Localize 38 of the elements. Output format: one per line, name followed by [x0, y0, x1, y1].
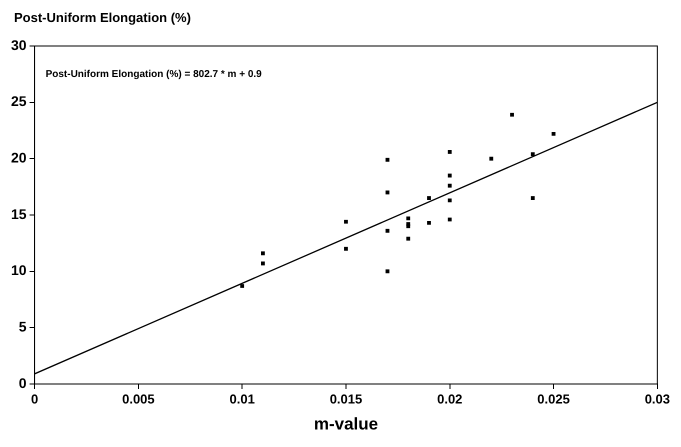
x-tick-label: 0.005	[122, 391, 155, 406]
point	[386, 269, 390, 274]
point	[530, 196, 535, 200]
point	[344, 220, 348, 224]
y-axis-title: Post-Uniform Elongation (%)	[14, 10, 191, 25]
point	[261, 251, 265, 256]
point	[448, 218, 452, 222]
point	[530, 152, 535, 156]
x-tick-label: 0.025	[537, 391, 570, 406]
annotation: Post-Uniform Elongation (%) = 802.7 * m + 0.9	[46, 69, 262, 80]
x-tick-label: 0.01	[230, 391, 255, 406]
point	[448, 174, 452, 178]
y-tick-label: 15	[10, 206, 27, 222]
point	[406, 236, 410, 241]
y-tick-label: 30	[10, 36, 27, 53]
point	[344, 246, 348, 251]
point	[448, 198, 452, 202]
point	[240, 284, 244, 288]
x-tick-label: 0	[30, 391, 38, 406]
point	[261, 262, 265, 266]
point	[510, 112, 514, 117]
y-tick-label: 20	[10, 150, 27, 166]
y-tick-label: 25	[10, 93, 27, 110]
x-axis-title: m-value	[314, 414, 378, 434]
point	[552, 132, 556, 136]
point	[406, 216, 410, 220]
x-tick-label: 0.02	[437, 391, 462, 406]
point	[386, 228, 390, 233]
point	[386, 158, 390, 162]
x-tick-label: 0.03	[644, 391, 670, 406]
y-tick-label: 0	[18, 374, 27, 391]
point	[427, 220, 431, 225]
y-tick-label: 10	[10, 262, 27, 278]
point	[427, 196, 431, 200]
y-tick-label: 5	[18, 318, 27, 335]
x-tick-label: 0.015	[330, 391, 362, 406]
point	[386, 190, 390, 194]
point	[448, 150, 452, 154]
